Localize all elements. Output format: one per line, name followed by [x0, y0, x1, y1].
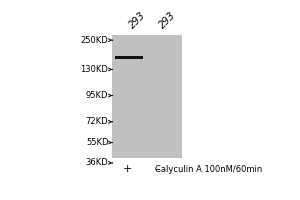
Text: 72KD: 72KD: [86, 117, 108, 126]
Text: 130KD: 130KD: [80, 65, 108, 74]
Text: 95KD: 95KD: [86, 91, 108, 100]
Bar: [116, 56, 143, 59]
Text: 36KD: 36KD: [86, 158, 108, 167]
Text: Calyculin A 100nM/60min: Calyculin A 100nM/60min: [155, 165, 262, 174]
Text: –: –: [154, 164, 160, 174]
Text: 293: 293: [127, 10, 147, 30]
Text: 250KD: 250KD: [81, 36, 108, 45]
Text: 55KD: 55KD: [86, 138, 108, 147]
Text: +: +: [122, 164, 132, 174]
Text: 293: 293: [157, 10, 178, 30]
Bar: [112, 35, 182, 158]
